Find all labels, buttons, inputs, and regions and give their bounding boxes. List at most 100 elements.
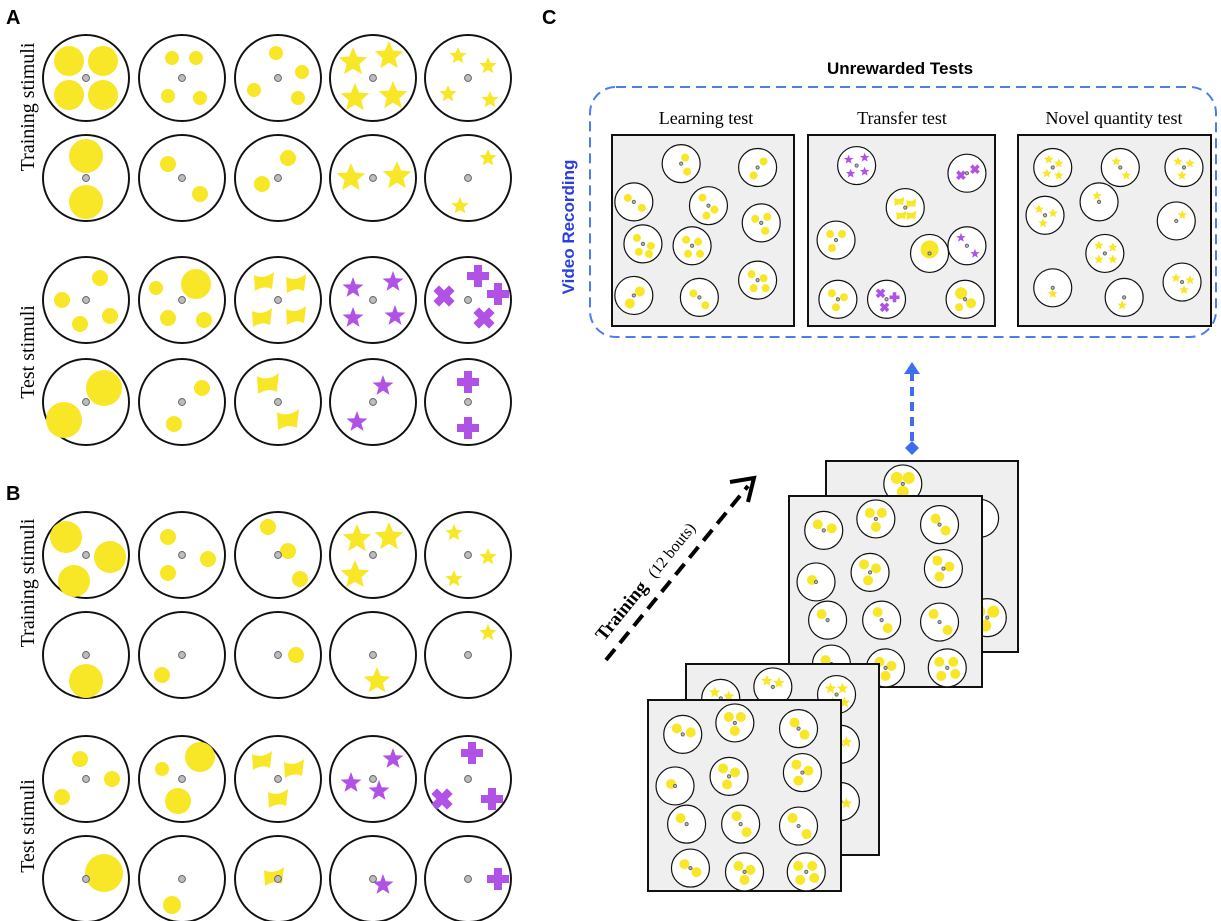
arena-stimulus <box>818 279 858 319</box>
stimulus-element <box>864 507 875 518</box>
stimulus-element <box>763 212 772 221</box>
stimulus-element <box>906 198 917 209</box>
center-dot <box>962 297 968 302</box>
stimulus-element <box>956 232 966 242</box>
training-arena-stack-top <box>788 460 1019 688</box>
panel-a-training-label: Training stimuli <box>17 42 39 171</box>
center-dot <box>274 775 282 783</box>
stimulus-element <box>200 551 216 567</box>
stimulus-element <box>1173 156 1183 166</box>
stimulus-element <box>280 543 296 559</box>
stimulus-a-train-r1-c4 <box>329 34 417 122</box>
center-dot <box>835 297 841 302</box>
center-dot <box>759 220 764 225</box>
arena-stimulus <box>947 226 987 266</box>
stimulus-element <box>698 193 707 202</box>
center-dot <box>82 651 90 659</box>
stimulus-element <box>890 471 903 484</box>
stimulus-element <box>479 548 497 565</box>
center-dot <box>178 398 186 406</box>
arena-stimulus <box>1104 277 1144 317</box>
stimulus-element <box>787 813 798 824</box>
stimulus-element <box>689 289 698 298</box>
stimulus-element <box>1177 209 1187 219</box>
stimulus-element <box>254 272 274 291</box>
training-count: (12 bouts) <box>645 520 699 581</box>
stimulus-element <box>679 859 690 870</box>
stimulus-element <box>793 860 804 871</box>
stimulus-element <box>363 667 391 693</box>
stimulus-element <box>382 161 412 189</box>
stimulus-element <box>675 813 686 824</box>
stimulus-element <box>934 571 945 582</box>
stimulus-element <box>1034 204 1044 214</box>
stimulus-element <box>445 524 463 541</box>
training-label: Training (12 bouts) <box>592 518 700 645</box>
stimulus-element <box>803 765 814 776</box>
stimulus-element <box>286 306 306 325</box>
stimulus-element <box>826 523 837 534</box>
stimulus-a-test-r1-c1 <box>42 256 130 344</box>
stimulus-element <box>936 670 947 681</box>
stimulus-element <box>54 789 70 805</box>
center-dot <box>1174 218 1179 224</box>
stimulus-element <box>741 827 752 838</box>
stimulus-element <box>1171 273 1181 283</box>
stimulus-element <box>69 139 103 173</box>
center-dot <box>825 618 830 623</box>
stimulus-element <box>735 711 746 722</box>
stimulus-element <box>789 717 800 728</box>
stimulus-element <box>88 80 118 110</box>
stimulus-element <box>185 742 215 772</box>
stimulus-element <box>940 525 951 536</box>
stimulus-element <box>723 690 735 702</box>
arena-stimulus <box>688 186 729 226</box>
stimulus-element <box>966 298 977 309</box>
center-dot <box>883 665 888 671</box>
stimulus-element <box>481 788 503 810</box>
novel-quantity-arena <box>1017 134 1212 327</box>
stimulus-element <box>944 561 955 572</box>
stimulus-element <box>165 788 191 814</box>
arena-stimulus <box>850 552 890 593</box>
stimulus-element <box>160 310 176 326</box>
stimulus-element <box>254 176 270 192</box>
stimulus-a-train-r1-c1 <box>42 34 130 122</box>
stimulus-element <box>875 288 886 299</box>
stimulus-element <box>181 269 211 299</box>
unrewarded-tests-title: Unrewarded Tests <box>827 59 973 78</box>
stimulus-element <box>1092 190 1102 200</box>
stimulus-a-test-r1-c5 <box>424 256 512 344</box>
stimulus-element <box>1054 170 1064 180</box>
center-dot <box>927 251 932 256</box>
stimulus-a-test-r2-c1 <box>42 358 130 446</box>
stimulus-element <box>252 751 272 770</box>
stimulus-element <box>634 286 645 297</box>
center-dot <box>464 74 472 82</box>
stimulus-element <box>694 237 703 246</box>
stimulus-element <box>479 149 497 166</box>
stimulus-b-test-r1-c4 <box>329 735 417 823</box>
stimulus-element <box>487 868 509 890</box>
stimulus-element <box>838 696 851 708</box>
stimulus-element <box>863 575 874 586</box>
stimulus-element <box>634 247 643 256</box>
arena-stimulus <box>1033 268 1073 308</box>
stimulus-element <box>761 284 770 293</box>
link-arrow <box>904 362 920 455</box>
stimulus-element <box>745 864 756 875</box>
stimulus-element <box>902 471 915 484</box>
stimulus-element <box>879 302 890 313</box>
stimulus-element <box>759 274 768 283</box>
arena-stimulus <box>837 145 877 186</box>
arena-stimulus <box>856 499 896 539</box>
center-dot <box>82 398 90 406</box>
stimulus-element <box>828 244 837 253</box>
stimulus-element <box>439 85 457 102</box>
center-dot <box>82 875 90 883</box>
center-dot <box>1042 213 1048 218</box>
center-dot <box>369 174 377 182</box>
center-dot <box>879 618 884 623</box>
stimulus-element <box>871 563 882 574</box>
stimulus-a-train-r2-c3 <box>234 134 322 222</box>
